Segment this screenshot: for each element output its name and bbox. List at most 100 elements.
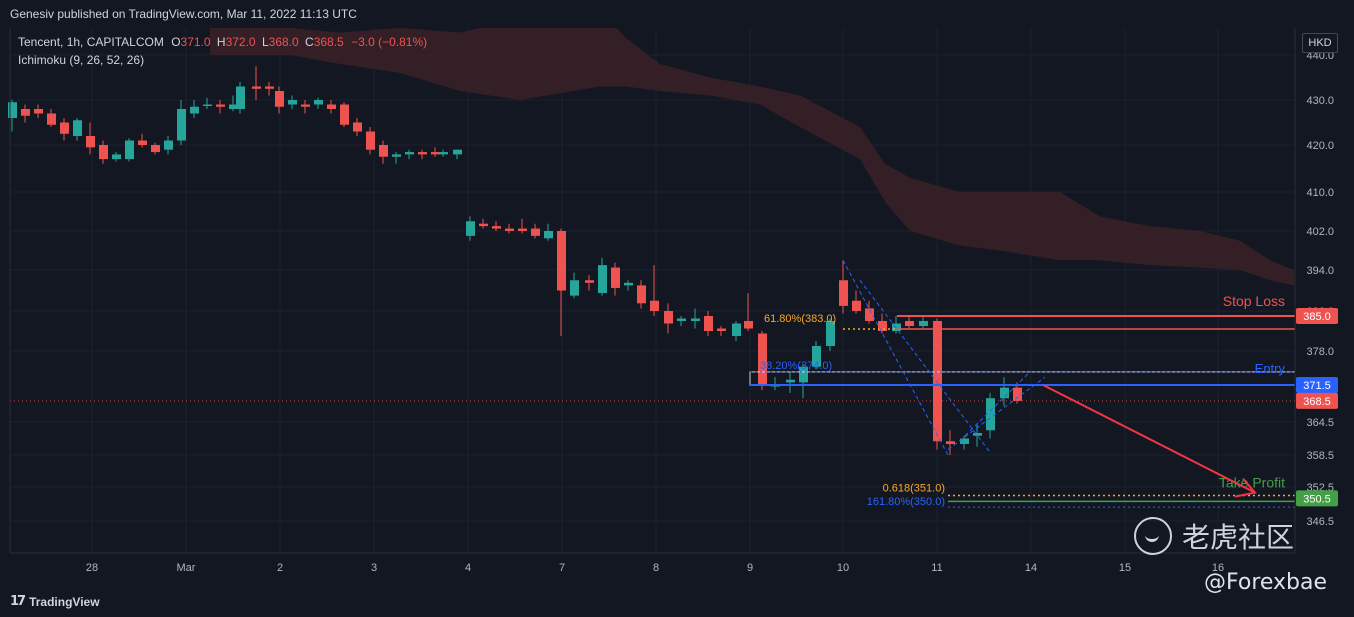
- price-tag-label: 385.0: [1303, 311, 1331, 323]
- candle-body: [47, 113, 56, 125]
- price-tag-label: 368.5: [1303, 396, 1331, 408]
- candle-body: [531, 228, 540, 236]
- candle-body: [812, 346, 821, 367]
- time-tick-label: 28: [86, 562, 98, 574]
- time-tick-label: 8: [653, 562, 659, 574]
- candle-body: [973, 433, 982, 436]
- time-tick-label: 14: [1025, 562, 1037, 574]
- legend-close-label: C: [305, 35, 314, 49]
- candle-body: [919, 321, 928, 326]
- candle-body: [275, 91, 284, 107]
- channel-line-1: [842, 260, 949, 456]
- fib-1618-label: 161.80%(350.0): [867, 496, 945, 508]
- candle-body: [585, 280, 594, 283]
- candle-body: [252, 86, 261, 89]
- candle-body: [151, 145, 160, 153]
- watermark-cn-text: 老虎社区: [1182, 521, 1295, 554]
- target-arrow-head: [1234, 478, 1257, 498]
- candle-body: [664, 311, 673, 324]
- candle-body: [216, 104, 225, 107]
- candle-body: [431, 152, 440, 155]
- channel-line-2: [859, 279, 991, 453]
- candle-body: [1000, 387, 1009, 399]
- candle-body: [492, 226, 501, 229]
- candle-body: [327, 104, 336, 109]
- candle-body: [611, 267, 620, 288]
- candle-body: [744, 321, 753, 329]
- price-tag: [1296, 392, 1338, 409]
- candle-body: [418, 152, 427, 155]
- time-tick-label: 15: [1119, 562, 1131, 574]
- candle-body: [518, 228, 527, 231]
- fib-382-label: 38.20%(374.0): [760, 360, 832, 372]
- candle-body: [392, 154, 401, 157]
- price-tag-label: 350.5: [1303, 493, 1331, 505]
- entry-label: Entry: [1255, 361, 1286, 376]
- price-tag: [1296, 490, 1338, 507]
- candle-body: [405, 152, 414, 155]
- legend-symbol-row: Tencent, 1h, CAPITALCOM O371.0 H372.0 L3…: [18, 35, 427, 49]
- legend-open: 371.0: [180, 35, 211, 49]
- candle-body: [439, 152, 448, 155]
- candle-body: [758, 333, 767, 385]
- candle-body: [892, 323, 901, 331]
- candle-body: [112, 154, 121, 160]
- candle-body: [624, 282, 633, 286]
- legend-low: 368.0: [268, 35, 299, 49]
- candle-body: [960, 438, 969, 444]
- price-tag: [1296, 377, 1338, 393]
- price-tick-label: 394.0: [1306, 265, 1334, 277]
- candle-body: [505, 228, 514, 231]
- time-tick-label: 7: [559, 562, 565, 574]
- time-tick-label: 3: [371, 562, 377, 574]
- price-tick-label: 378.0: [1306, 346, 1334, 358]
- candle-body: [265, 86, 274, 89]
- legend-high: 372.0: [225, 35, 256, 49]
- candle-body: [34, 109, 43, 114]
- time-tick-label: 11: [931, 562, 942, 574]
- tradingview-logo[interactable]: 𝟭𝟳 TradingView: [10, 594, 100, 609]
- candle-body: [379, 145, 388, 157]
- candle-body: [466, 221, 475, 236]
- candle-body: [164, 140, 173, 150]
- legend-close: 368.5: [313, 35, 344, 49]
- candle-body: [125, 140, 134, 160]
- candle-body: [138, 140, 147, 145]
- channel-line-4: [964, 371, 1031, 437]
- candle-body: [852, 300, 861, 311]
- candle-body: [353, 122, 362, 132]
- candle-body: [203, 104, 212, 106]
- price-tick-label: 346.5: [1306, 516, 1334, 528]
- time-tick-label: Mar: [177, 562, 196, 574]
- top-bar: Genesiv published on TradingView.com, Ma…: [0, 0, 1354, 28]
- candle-body: [314, 100, 323, 105]
- candle-body: [99, 145, 108, 160]
- legend-open-label: O: [171, 35, 181, 49]
- price-tick-label: 420.0: [1306, 140, 1334, 152]
- candle-body: [8, 102, 17, 118]
- candle-body: [21, 109, 30, 116]
- candle-body: [786, 379, 795, 383]
- candle-body: [190, 106, 199, 114]
- cloud-band: [210, 28, 1294, 286]
- candle-body: [839, 280, 848, 306]
- price-tag-label: 371.5: [1303, 380, 1331, 392]
- candle-body: [865, 308, 874, 321]
- chart-area[interactable]: Stop Loss 61.80%(383.0) 38.20%(374.0) Entry…: [0, 28, 1354, 586]
- candle-body: [570, 280, 579, 296]
- price-tick-label: 402.0: [1306, 226, 1334, 238]
- ichimoku-cloud: [210, 28, 1294, 286]
- candle-body: [677, 318, 686, 321]
- publisher-line: Genesiv published on TradingView.com, Ma…: [10, 7, 357, 21]
- fib-618-label: 61.80%(383.0): [764, 313, 836, 325]
- candle-body: [557, 231, 566, 291]
- candle-body: [986, 398, 995, 431]
- time-tick-label: 2: [277, 562, 283, 574]
- legend-indicator[interactable]: Ichimoku (9, 26, 52, 26): [18, 53, 144, 67]
- tiger-community-watermark: 老虎社区: [1134, 516, 1294, 556]
- candle-body: [236, 86, 245, 109]
- price-tick-label: 440.0: [1306, 50, 1334, 62]
- candle-body: [60, 122, 69, 134]
- currency-button[interactable]: HKD: [1302, 33, 1338, 53]
- time-axis: 28 Mar 2 3 4 7 8 9 10 11 14 15 16: [86, 562, 1224, 574]
